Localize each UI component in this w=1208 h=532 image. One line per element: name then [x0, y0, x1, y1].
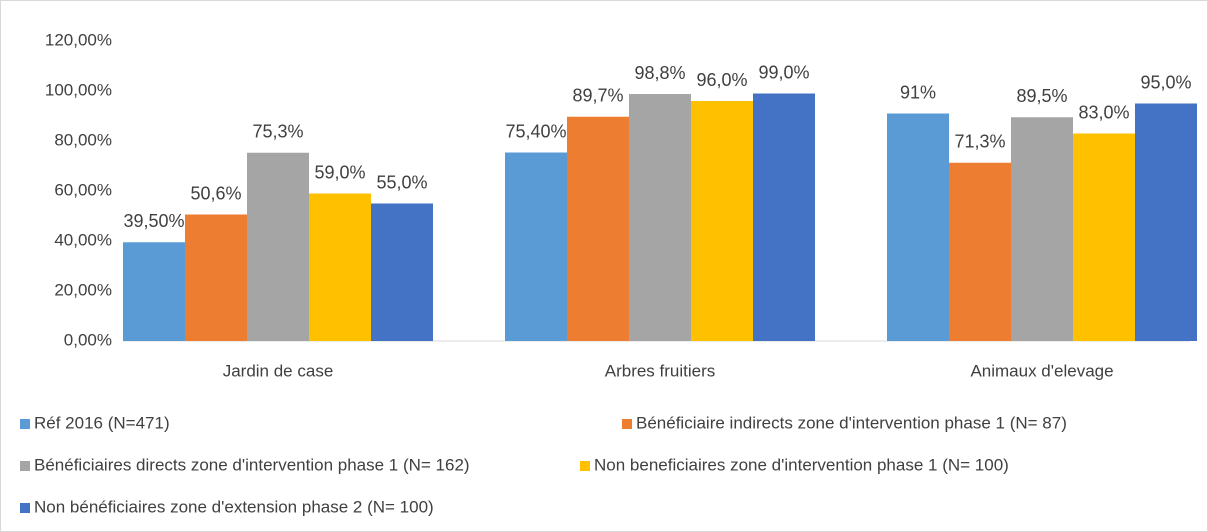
y-tick-label: 60,00% — [54, 180, 112, 199]
legend-label: Réf 2016 (N=471) — [34, 413, 170, 432]
bar — [753, 93, 815, 341]
x-tick-label: Animaux d'elevage — [970, 361, 1113, 380]
data-label: 95,0% — [1140, 72, 1191, 92]
bar — [1135, 103, 1197, 341]
data-label: 89,7% — [572, 86, 623, 106]
y-tick-label: 40,00% — [54, 230, 112, 249]
x-tick-label: Jardin de case — [223, 361, 334, 380]
y-tick-label: 120,00% — [45, 30, 112, 49]
y-tick-label: 80,00% — [54, 130, 112, 149]
y-tick-label: 20,00% — [54, 280, 112, 299]
y-tick-label: 100,00% — [45, 80, 112, 99]
bar — [1011, 117, 1073, 341]
data-label: 39,50% — [123, 211, 184, 231]
bar — [887, 113, 949, 341]
legend-swatch — [622, 419, 632, 429]
x-tick-label: Arbres fruitiers — [605, 361, 716, 380]
legend-swatch — [580, 461, 590, 471]
bar — [185, 214, 247, 341]
bar — [1073, 133, 1135, 341]
legend-label: Non beneficiaires zone d'intervention ph… — [594, 455, 1009, 474]
data-label: 98,8% — [634, 63, 685, 83]
y-tick-label: 0,00% — [64, 330, 112, 349]
bar — [691, 101, 753, 341]
bar — [247, 152, 309, 341]
data-label: 83,0% — [1078, 102, 1129, 122]
data-label: 59,0% — [314, 162, 365, 182]
legend-label: Non bénéficiaires zone d'extension phase… — [34, 497, 434, 516]
data-label: 96,0% — [696, 70, 747, 90]
data-label: 75,3% — [252, 122, 303, 142]
data-label: 89,5% — [1016, 86, 1067, 106]
bar — [949, 162, 1011, 341]
legend-swatch — [20, 419, 30, 429]
bar — [371, 203, 433, 341]
data-label: 91% — [900, 82, 936, 102]
bar — [123, 242, 185, 341]
bar — [567, 116, 629, 341]
legend-label: Bénéficiaires directs zone d'interventio… — [34, 455, 470, 474]
bar — [629, 94, 691, 341]
data-label: 75,40% — [505, 121, 566, 141]
legend-swatch — [20, 503, 30, 513]
data-label: 55,0% — [376, 172, 427, 192]
bar — [505, 152, 567, 341]
bar — [309, 193, 371, 341]
data-label: 99,0% — [758, 62, 809, 82]
legend-swatch — [20, 461, 30, 471]
data-label: 71,3% — [954, 132, 1005, 152]
legend-label: Bénéficiaire indirects zone d'interventi… — [636, 413, 1067, 432]
data-label: 50,6% — [190, 183, 241, 203]
